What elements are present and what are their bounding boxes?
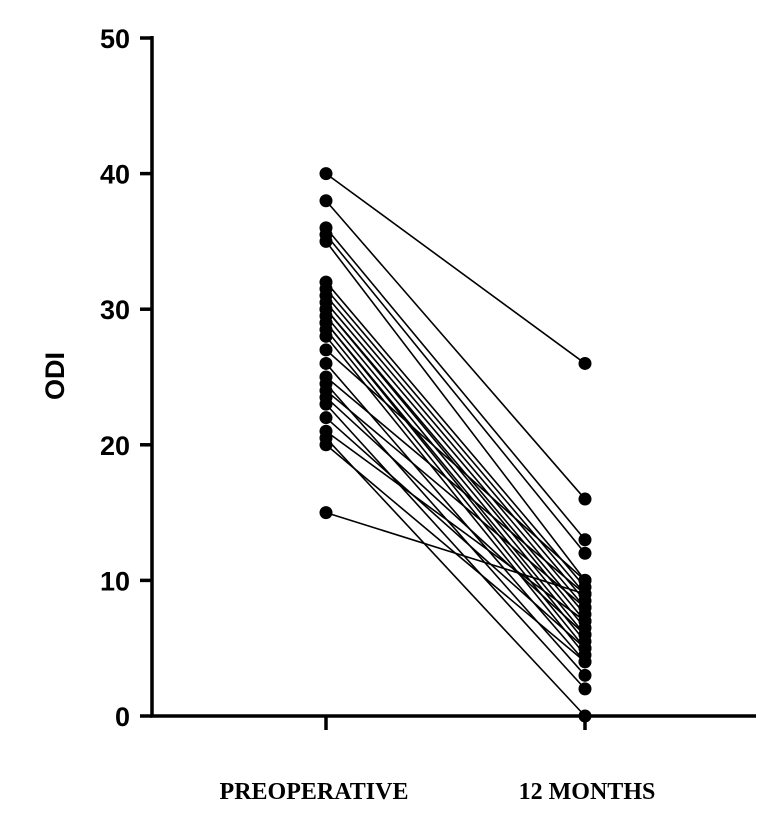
series-line-23 (325, 403, 586, 690)
point-preoperative-17 (319, 343, 333, 357)
y-tick-label: 20 (100, 431, 130, 461)
y-tick-label: 10 (100, 566, 130, 596)
point-12-months-21 (578, 601, 592, 615)
point-12-months-23 (578, 682, 592, 696)
series-line-24 (325, 417, 586, 649)
y-ticks: 0 10 20 30 40 50 (100, 24, 152, 732)
series-line-4 (325, 234, 586, 554)
series-line-22 (325, 396, 586, 636)
y-tick-label: 50 (100, 24, 130, 54)
series-line-1 (325, 172, 586, 365)
point-12-months-2 (578, 492, 592, 506)
point-12-months-25 (578, 614, 592, 628)
series-lines (325, 172, 586, 717)
point-12-months-27 (578, 655, 592, 669)
point-12-months-22 (578, 628, 592, 642)
series-line-21 (325, 389, 586, 609)
series-line-2 (325, 200, 586, 500)
x-ticks: PREOPERATIVE 12 MONTHS (220, 716, 656, 805)
series-line-18 (325, 362, 586, 663)
series-line-26 (325, 437, 586, 717)
point-preoperative-24 (319, 411, 333, 425)
point-12-months-17 (578, 573, 592, 587)
x-tick-label: PREOPERATIVE (220, 779, 409, 805)
point-preoperative-2 (319, 194, 333, 208)
point-preoperative-1 (319, 167, 333, 181)
series-line-9 (325, 301, 586, 609)
series-line-16 (325, 335, 586, 656)
point-preoperative-27 (319, 438, 333, 452)
point-12-months-28 (578, 587, 592, 601)
point-preoperative-5 (319, 234, 333, 248)
series-line-7 (325, 288, 586, 595)
point-preoperative-18 (319, 356, 333, 370)
point-12-months-20 (578, 668, 592, 682)
series-line-14 (325, 322, 586, 642)
x-tick-label: 12 MONTHS (519, 779, 656, 805)
series-line-17 (325, 349, 586, 581)
series-line-15 (325, 329, 586, 649)
point-preoperative-16 (319, 329, 333, 343)
series-line-19 (325, 376, 586, 595)
y-tick-label: 30 (100, 295, 130, 325)
y-tick-label: 0 (115, 702, 130, 732)
point-12-months-1 (578, 356, 592, 370)
point-12-months-3 (578, 533, 592, 547)
y-axis-label: ODI (40, 352, 70, 400)
y-tick-label: 40 (100, 160, 130, 190)
series-line-25 (325, 430, 586, 622)
series-line-5 (325, 240, 586, 581)
series-line-12 (325, 315, 586, 629)
point-12-months-4 (578, 546, 592, 560)
series-line-6 (325, 281, 586, 588)
point-preoperative-23 (319, 397, 333, 411)
series-line-8 (325, 295, 586, 602)
series-line-3 (325, 227, 586, 541)
point-12-months-24 (578, 641, 592, 655)
series-line-20 (325, 383, 586, 676)
data-points (319, 167, 592, 723)
series-line-28 (325, 511, 586, 595)
point-preoperative-28 (319, 506, 333, 520)
